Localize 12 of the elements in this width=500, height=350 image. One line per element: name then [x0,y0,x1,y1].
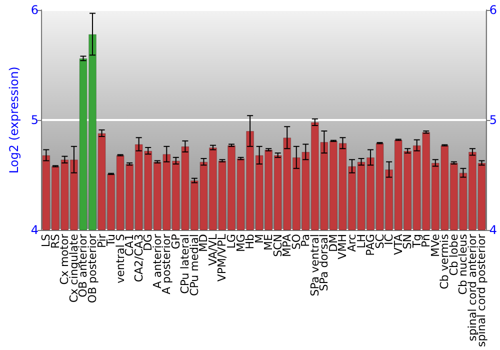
y-tick-label: 4 [30,223,39,238]
y-tick-label: 6 [30,3,39,17]
x-tick-label: Arc [345,234,358,252]
x-tick-label: A posterior [160,234,174,294]
y2-tick-label: 6 [489,3,498,17]
y-tick-label: 5 [30,113,39,128]
x-tick-label: OB posterior [86,234,100,304]
y2-tick-label: 4 [489,223,498,238]
x-tick-label: Tg [410,234,424,249]
x-tick-label: spinal cord posterior [475,234,488,348]
y-axis-title: Log2 (expression) [7,66,21,174]
y2-tick-label: 5 [489,113,498,128]
